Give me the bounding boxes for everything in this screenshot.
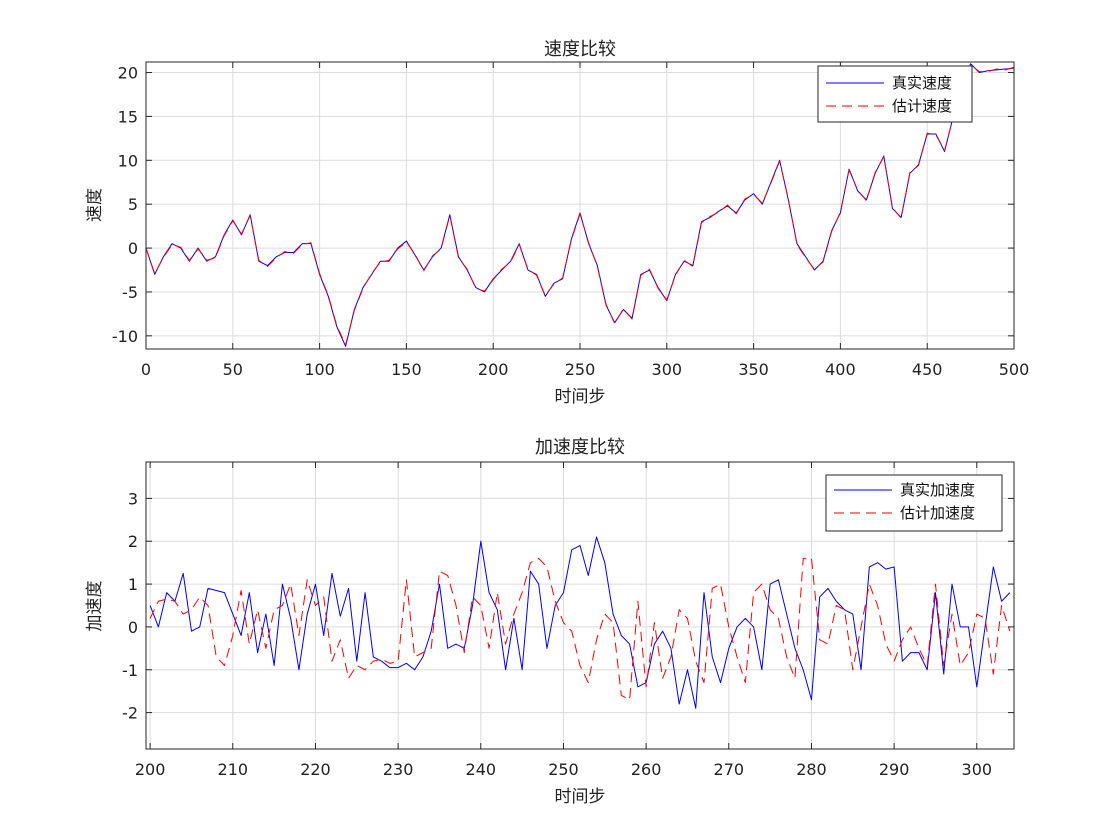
acceleration-ticks: 200 210 220 230 240 250 260 270 280 290 300 -2 -1 0 1 2… xyxy=(122,462,1014,779)
acceleration-legend-estimate-label: 估计加速度 xyxy=(900,504,975,522)
acceleration-y-tick-label: -2 xyxy=(122,704,138,723)
acceleration-y-tick-label: 0 xyxy=(128,618,138,637)
acceleration-x-tick-label: 260 xyxy=(631,760,662,779)
acceleration-x-tick-label: 220 xyxy=(300,760,331,779)
velocity-x-tick-label: 100 xyxy=(304,360,335,379)
acceleration-y-tick-label: 3 xyxy=(128,489,138,508)
velocity-chart-title: 速度比较 xyxy=(544,39,616,60)
velocity-x-tick-label: 0 xyxy=(141,360,151,379)
velocity-legend-box xyxy=(817,65,973,123)
velocity-subplot: 速度比较 0 50 100 150 200 250 300 350 400 450 500-10-5… xyxy=(85,39,1029,407)
velocity-x-tick-label: 400 xyxy=(825,360,856,379)
velocity-legend-true-label: 真实速度 xyxy=(892,74,952,92)
velocity-y-tick-label: 15 xyxy=(118,107,138,126)
velocity-x-tick-label: 450 xyxy=(912,360,943,379)
acceleration-y-tick-label: -1 xyxy=(122,661,138,680)
acceleration-legend-true-label: 真实加速度 xyxy=(900,481,975,499)
velocity-x-axis-label: 时间步 xyxy=(555,387,606,407)
acceleration-x-tick-label: 250 xyxy=(548,760,579,779)
acceleration-series-true-line xyxy=(149,536,1011,709)
velocity-x-tick-label: 50 xyxy=(223,360,243,379)
velocity-series xyxy=(146,63,1014,347)
velocity-ticks: 0 50 100 150 200 250 300 350 400 450 500 -10 -5 0 5 10 1… xyxy=(112,62,1029,379)
velocity-x-tick-label: 350 xyxy=(738,360,769,379)
acceleration-x-tick-label: 200 xyxy=(135,760,166,779)
acceleration-subplot: 加速度比较 200 210 220 230 240 250 260 270 280 290 300-… xyxy=(85,437,1015,807)
acceleration-axes-frame xyxy=(145,461,1015,750)
velocity-x-tick-label: 500 xyxy=(999,360,1030,379)
acceleration-legend: 真实加速度 估计加速度 xyxy=(825,474,1003,532)
acceleration-x-tick-label: 300 xyxy=(962,760,993,779)
acceleration-x-tick-label: 240 xyxy=(466,760,497,779)
acceleration-series-estimate-line xyxy=(149,557,1011,701)
acceleration-x-tick-label: 280 xyxy=(796,760,827,779)
velocity-y-tick-label: -10 xyxy=(112,327,138,346)
acceleration-x-tick-label: 230 xyxy=(383,760,414,779)
acceleration-x-axis-label: 时间步 xyxy=(555,787,606,807)
acceleration-x-tick-label: 290 xyxy=(879,760,910,779)
velocity-x-tick-label: 300 xyxy=(652,360,683,379)
velocity-x-tick-label: 250 xyxy=(565,360,596,379)
velocity-y-axis-label: 速度 xyxy=(85,188,105,222)
acceleration-x-tick-label: 210 xyxy=(218,760,249,779)
velocity-series-estimate-line xyxy=(146,64,1014,346)
velocity-x-tick-label: 150 xyxy=(391,360,422,379)
velocity-y-tick-label: -5 xyxy=(122,283,138,302)
velocity-x-tick-label: 200 xyxy=(478,360,509,379)
acceleration-legend-box xyxy=(825,474,1003,532)
acceleration-x-tick-label: 270 xyxy=(714,760,745,779)
acceleration-y-axis-label: 加速度 xyxy=(85,581,105,632)
acceleration-series xyxy=(149,536,1011,709)
velocity-y-tick-label: 5 xyxy=(128,195,138,214)
velocity-y-tick-label: 20 xyxy=(118,64,138,83)
velocity-y-tick-label: 10 xyxy=(118,151,138,170)
velocity-y-tick-label: 0 xyxy=(128,239,138,258)
velocity-legend-estimate-label: 估计速度 xyxy=(892,97,952,115)
velocity-legend: 真实速度 估计速度 xyxy=(817,65,973,123)
acceleration-chart-title: 加速度比较 xyxy=(535,437,625,458)
acceleration-y-tick-label: 1 xyxy=(128,575,138,594)
acceleration-y-tick-label: 2 xyxy=(128,532,138,551)
